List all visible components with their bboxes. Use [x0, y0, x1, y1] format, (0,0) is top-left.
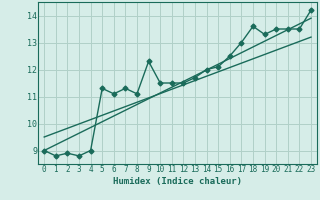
- X-axis label: Humidex (Indice chaleur): Humidex (Indice chaleur): [113, 177, 242, 186]
